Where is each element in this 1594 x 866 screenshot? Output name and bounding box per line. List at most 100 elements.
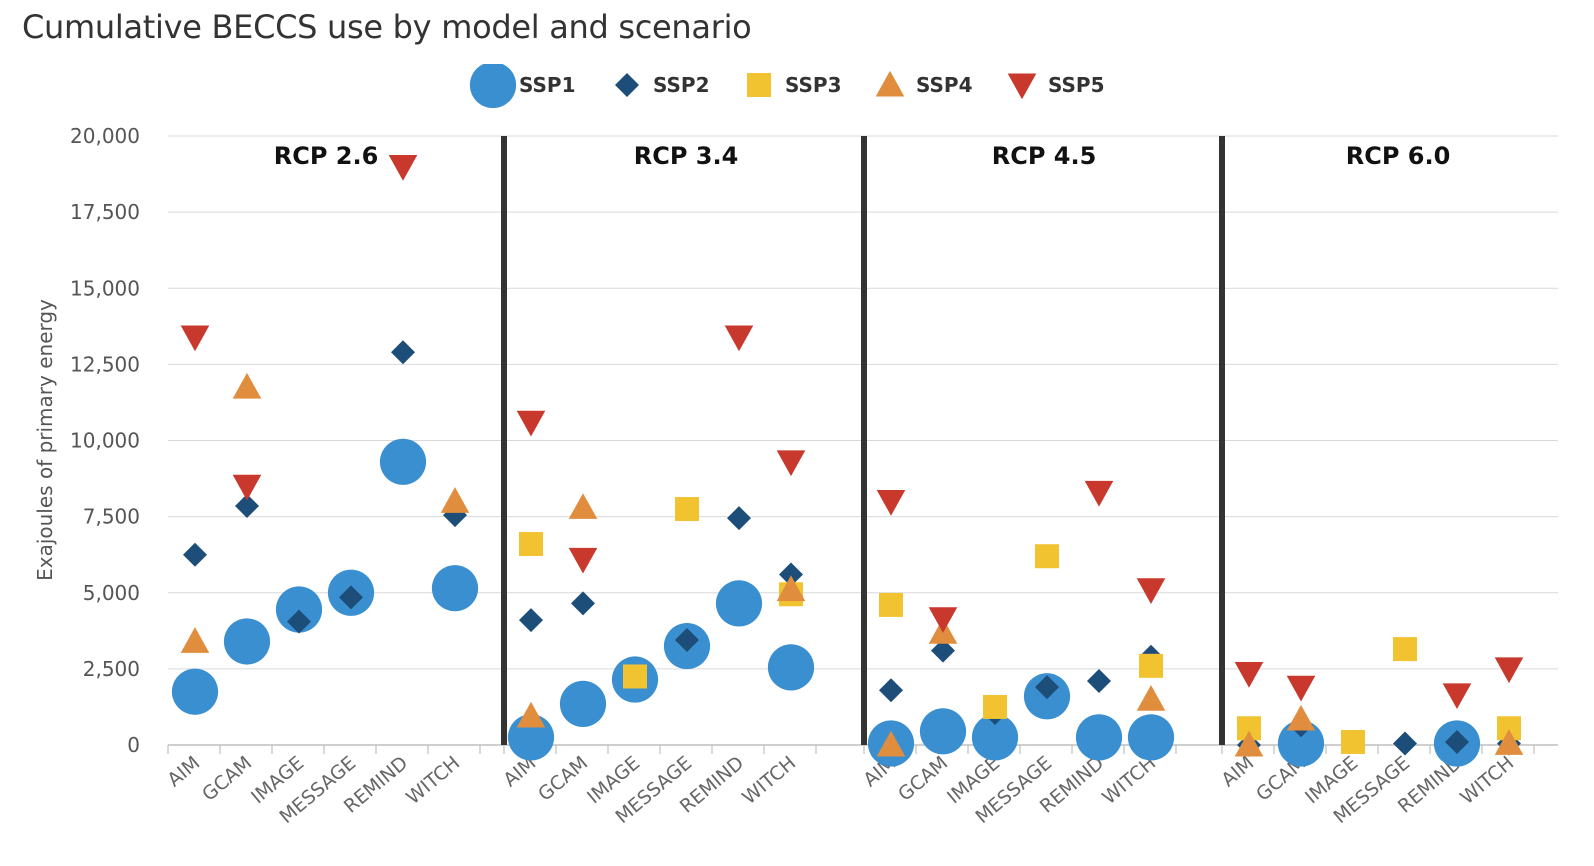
data-point-ssp5 bbox=[1286, 675, 1316, 702]
legend-marker bbox=[615, 73, 639, 97]
data-point-ssp1 bbox=[559, 680, 607, 727]
x-tick-label: GCAM bbox=[198, 752, 256, 806]
data-point-ssp1 bbox=[1277, 720, 1325, 767]
data-point-ssp4 bbox=[516, 701, 546, 728]
panel-title: RCP 3.4 bbox=[634, 142, 739, 170]
legend-label: SSP5 bbox=[1048, 73, 1104, 97]
data-point-ssp5 bbox=[180, 325, 210, 352]
y-tick-label: 10,000 bbox=[70, 429, 140, 453]
legend-marker bbox=[747, 73, 771, 97]
data-point-ssp2 bbox=[779, 562, 803, 587]
data-markers bbox=[171, 155, 1524, 767]
data-point-ssp2 bbox=[391, 340, 415, 365]
data-point-ssp1 bbox=[171, 668, 219, 715]
data-point-ssp5 bbox=[876, 489, 906, 516]
chart-title: Cumulative BECCS use by model and scenar… bbox=[22, 8, 752, 46]
legend-marker bbox=[1007, 73, 1037, 100]
data-point-ssp5 bbox=[388, 155, 418, 181]
data-point-ssp5 bbox=[1494, 657, 1524, 684]
data-point-ssp3 bbox=[1341, 729, 1365, 754]
x-tick-label: WITCH bbox=[1098, 752, 1160, 809]
y-tick-label: 20,000 bbox=[70, 124, 140, 148]
data-point-ssp1 bbox=[1075, 714, 1123, 761]
data-point-ssp2 bbox=[339, 585, 363, 610]
data-point-ssp2 bbox=[675, 627, 699, 652]
data-point-ssp4 bbox=[1286, 704, 1316, 731]
data-point-ssp3 bbox=[623, 664, 647, 689]
legend-label: SSP2 bbox=[653, 73, 709, 97]
legend-item-ssp4: SSP4 bbox=[875, 70, 972, 97]
y-tick-label: 7,500 bbox=[83, 505, 140, 529]
data-point-ssp3 bbox=[1393, 637, 1417, 662]
legend-marker bbox=[469, 64, 517, 108]
data-point-ssp1 bbox=[919, 708, 967, 755]
data-point-ssp1 bbox=[223, 618, 271, 665]
data-point-ssp2 bbox=[183, 542, 207, 567]
data-point-ssp1 bbox=[767, 644, 815, 691]
data-point-ssp1 bbox=[379, 438, 427, 485]
data-point-ssp4 bbox=[1494, 729, 1524, 755]
data-point-ssp2 bbox=[519, 608, 543, 633]
y-tick-label: 5,000 bbox=[83, 581, 140, 605]
x-tick-label: AIM bbox=[1217, 752, 1258, 791]
y-tick-label: 2,500 bbox=[83, 657, 140, 681]
data-point-ssp2 bbox=[879, 678, 903, 703]
data-point-ssp4 bbox=[568, 493, 598, 519]
data-point-ssp5 bbox=[776, 450, 806, 477]
y-tick-labels: 0 2,500 5,000 7,500 10,000 12,500 15,000 17,500… bbox=[70, 124, 140, 757]
legend-item-ssp3: SSP3 bbox=[747, 73, 841, 97]
data-point-ssp2 bbox=[1445, 729, 1469, 754]
legend-marker bbox=[875, 70, 905, 97]
data-point-ssp5 bbox=[1084, 480, 1114, 507]
data-point-ssp4 bbox=[1136, 685, 1166, 711]
panel-dividers bbox=[501, 136, 1225, 745]
data-point-ssp4 bbox=[1234, 730, 1264, 757]
data-point-ssp4 bbox=[876, 730, 906, 757]
legend-item-ssp2: SSP2 bbox=[615, 73, 709, 97]
legend-label: SSP1 bbox=[519, 73, 575, 97]
data-point-ssp5 bbox=[568, 547, 598, 574]
data-point-ssp4 bbox=[776, 575, 806, 602]
legend-item-ssp1: SSP1 bbox=[469, 64, 575, 108]
data-point-ssp1 bbox=[715, 580, 763, 627]
x-tick-label: AIM bbox=[163, 752, 204, 791]
data-point-ssp1 bbox=[971, 714, 1019, 761]
y-tick-label: 12,500 bbox=[70, 352, 140, 376]
panel-titles: RCP 2.6 RCP 3.4 RCP 4.5 RCP 6.0 bbox=[274, 142, 1451, 170]
y-tick-label: 15,000 bbox=[70, 276, 140, 300]
data-point-ssp5 bbox=[928, 607, 958, 633]
data-point-ssp3 bbox=[1035, 544, 1059, 569]
legend: SSP1 SSP2 SSP3 SSP4 SSP5 bbox=[469, 64, 1104, 108]
data-point-ssp2 bbox=[931, 638, 955, 663]
legend-item-ssp5: SSP5 bbox=[1007, 73, 1104, 100]
x-tick-label: WITCH bbox=[738, 752, 800, 809]
data-point-ssp3 bbox=[879, 592, 903, 617]
panel-title: RCP 4.5 bbox=[992, 142, 1097, 170]
legend-label: SSP3 bbox=[785, 73, 841, 97]
data-point-ssp3 bbox=[519, 532, 543, 557]
data-point-ssp5 bbox=[1234, 662, 1264, 688]
data-point-ssp4 bbox=[440, 487, 470, 513]
data-point-ssp3 bbox=[675, 497, 699, 522]
panel-title: RCP 2.6 bbox=[274, 142, 379, 170]
legend-label: SSP4 bbox=[916, 73, 972, 97]
y-tick-label: 0 bbox=[127, 733, 140, 757]
data-point-ssp3 bbox=[983, 694, 1007, 719]
data-point-ssp4 bbox=[232, 372, 262, 399]
y-tick-label: 17,500 bbox=[70, 200, 140, 224]
data-point-ssp2 bbox=[727, 506, 751, 531]
data-point-ssp5 bbox=[232, 474, 262, 501]
panel-title: RCP 6.0 bbox=[1346, 142, 1451, 170]
data-point-ssp5 bbox=[1136, 578, 1166, 605]
y-axis-label: Exajoules of primary energy bbox=[33, 299, 57, 581]
data-point-ssp2 bbox=[287, 609, 311, 634]
data-point-ssp2 bbox=[571, 591, 595, 616]
data-point-ssp2 bbox=[1087, 669, 1111, 694]
data-point-ssp4 bbox=[180, 627, 210, 653]
data-point-ssp1 bbox=[275, 586, 323, 633]
x-tick-label: WITCH bbox=[402, 752, 464, 809]
data-point-ssp5 bbox=[1442, 683, 1472, 710]
data-point-ssp5 bbox=[724, 325, 754, 352]
